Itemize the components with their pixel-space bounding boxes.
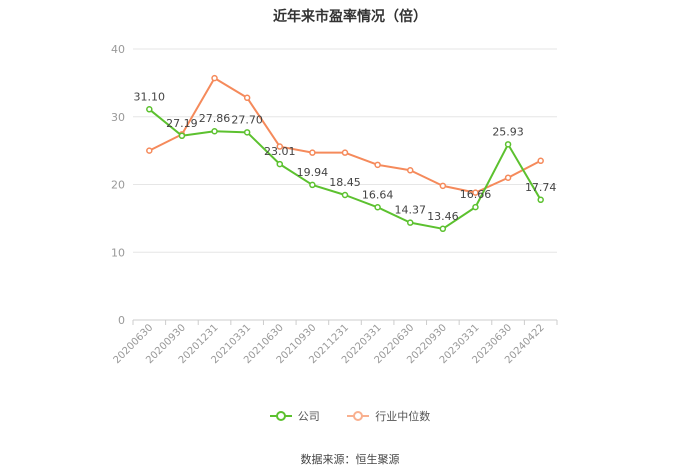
data-point-company — [211, 127, 218, 135]
data-point-industry-median — [537, 157, 544, 165]
series-layer — [146, 74, 544, 233]
y-tick-label: 10 — [111, 246, 125, 259]
data-point-industry-median — [439, 182, 447, 190]
data-point-company — [276, 160, 284, 168]
data-point-industry-median — [276, 143, 284, 150]
legend-item-company[interactable]: 公司 — [269, 408, 320, 424]
data-point-industry-median — [504, 174, 512, 181]
legend-label-industry-median: 行业中位数 — [375, 410, 431, 423]
data-point-company — [504, 141, 512, 148]
legend-item-industry-median[interactable]: 行业中位数 — [347, 408, 430, 424]
data-label: 18.45 — [329, 176, 361, 189]
data-label: 17.74 — [525, 181, 557, 194]
data-point-company — [341, 191, 349, 199]
data-point-company — [146, 106, 153, 113]
label-layer: 31.10 27.19 27.86 27.70 23.0119.9418.4516.64… — [134, 90, 557, 223]
grid-layer — [133, 48, 557, 253]
data-label: 31.10 — [134, 90, 166, 103]
data-label: 27.70 — [231, 113, 263, 126]
data-label: 19.94 — [297, 166, 329, 179]
data-point-company — [472, 203, 479, 211]
axis-layer: 0102030402020063020200930202012312021033… — [111, 43, 558, 366]
y-tick-label: 20 — [111, 179, 125, 192]
data-label: 25.93 — [492, 125, 524, 138]
data-point-company — [243, 129, 251, 136]
data-point-industry-median — [243, 94, 251, 102]
series-line-company — [148, 108, 542, 230]
data-label: 16.64 — [362, 188, 394, 201]
data-label: 14.37 — [394, 204, 426, 217]
data-point-industry-median — [374, 161, 381, 169]
data-point-company — [374, 204, 381, 211]
source-note: 数据来源：恒生聚源 — [300, 453, 400, 466]
data-point-industry-median — [341, 149, 349, 156]
data-label: 16.66 — [460, 188, 492, 201]
legend-swatch-company — [269, 411, 292, 421]
data-point-company — [309, 181, 316, 189]
data-point-industry-median — [406, 167, 414, 174]
data-point-industry-median — [309, 149, 316, 156]
data-point-company — [178, 132, 186, 140]
y-tick-label: 0 — [118, 314, 125, 327]
data-point-company — [439, 225, 447, 233]
data-point-company — [537, 196, 544, 204]
data-point-industry-median — [211, 74, 218, 82]
y-tick-label: 30 — [111, 111, 125, 124]
data-point-company — [406, 219, 414, 226]
legend: 公司 行业中位数 — [0, 408, 700, 424]
chart-title: 近年来市盈率情况（倍） — [273, 9, 427, 25]
legend-swatch-industry-median — [347, 411, 370, 421]
data-label: 27.86 — [199, 112, 231, 125]
data-label: 23.01 — [264, 145, 296, 158]
data-point-industry-median — [146, 147, 153, 154]
y-tick-label: 40 — [111, 43, 125, 56]
data-label: 13.46 — [427, 210, 459, 223]
legend-label-company: 公司 — [297, 410, 320, 423]
data-point-industry-median — [472, 189, 479, 196]
data-label: 27.19 — [166, 117, 198, 130]
